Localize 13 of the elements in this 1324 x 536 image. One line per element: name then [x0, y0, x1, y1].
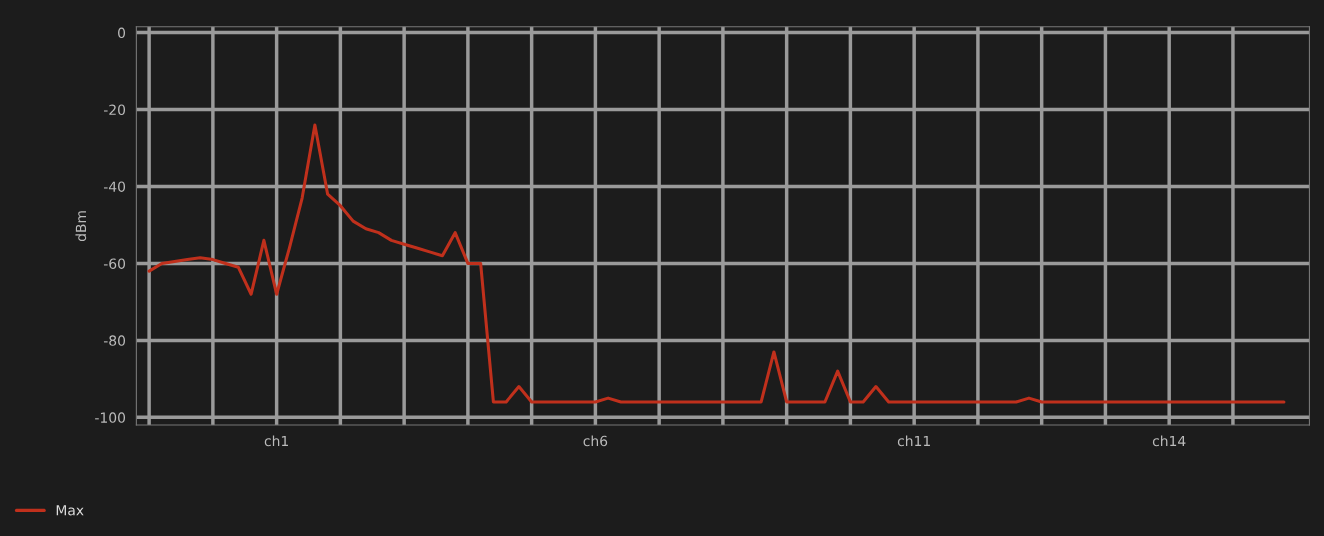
x-tick-label: ch11 [897, 435, 930, 447]
y-axis-title: dBm [75, 211, 87, 242]
x-tick-label: ch6 [583, 435, 608, 447]
x-tick-label: ch1 [264, 435, 288, 447]
line-series [147, 123, 1286, 404]
y-tick-label: -100 [95, 412, 126, 423]
legend-label: Max [56, 505, 84, 516]
y-tick-label: 0 [118, 27, 126, 39]
x-tick-label: ch14 [1152, 435, 1186, 447]
y-tick-label: -60 [103, 258, 126, 269]
y-tick-label: -80 [103, 335, 126, 346]
y-tick-label: -40 [103, 181, 126, 192]
y-tick-label: -20 [103, 104, 126, 115]
